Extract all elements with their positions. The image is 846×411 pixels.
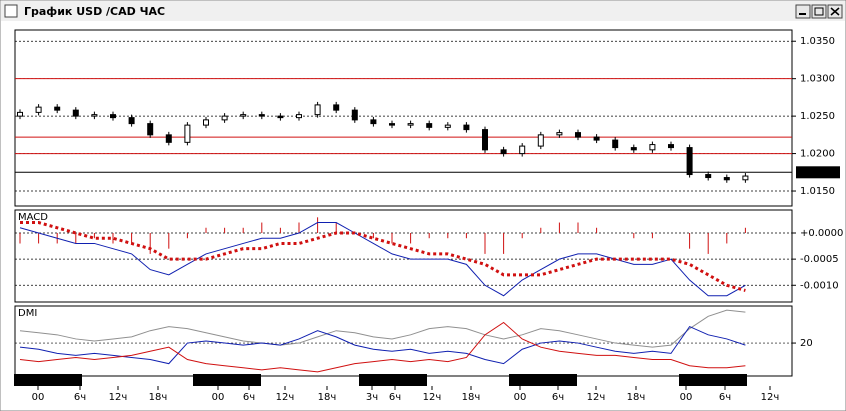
y-tick-label: 1.0200 bbox=[800, 149, 835, 160]
hour-label: 12ч bbox=[109, 392, 128, 403]
hour-label: 3ч bbox=[366, 392, 378, 403]
title-bar bbox=[1, 1, 845, 21]
price-panel bbox=[14, 29, 793, 207]
date-label: 25.3.2013 bbox=[368, 375, 419, 386]
candle bbox=[537, 134, 544, 147]
candle bbox=[184, 124, 191, 143]
series-line bbox=[19, 321, 746, 373]
candle bbox=[333, 104, 340, 111]
candle bbox=[742, 175, 749, 181]
candle bbox=[500, 149, 507, 155]
maximize-icon bbox=[814, 7, 824, 16]
date-box bbox=[679, 374, 747, 386]
y-tick-label: 20 bbox=[800, 338, 813, 349]
candle bbox=[203, 119, 209, 126]
app-icon bbox=[4, 4, 18, 18]
y-tick-label: 1.0350 bbox=[800, 36, 835, 47]
candle bbox=[593, 136, 600, 141]
candle bbox=[314, 104, 321, 116]
y-tick-label: -0.0005 bbox=[800, 254, 839, 265]
series-line bbox=[19, 222, 746, 297]
minimize-button[interactable] bbox=[795, 4, 811, 19]
y-tick-label: 1.0150 bbox=[800, 186, 835, 197]
candle bbox=[147, 123, 154, 136]
candle bbox=[686, 147, 693, 176]
candle bbox=[91, 114, 98, 117]
candle bbox=[277, 115, 284, 119]
last-price-label: 1.0175 bbox=[799, 167, 834, 178]
candle bbox=[556, 132, 563, 136]
maximize-button[interactable] bbox=[811, 4, 827, 19]
candle bbox=[463, 124, 470, 131]
y-tick-label: -0.0010 bbox=[800, 280, 839, 291]
date-box bbox=[193, 374, 261, 386]
date-label: 22.3.2013 bbox=[202, 375, 253, 386]
date-label: 27.3.2013 bbox=[688, 375, 739, 386]
candle bbox=[110, 114, 116, 119]
panel-title: MACD bbox=[18, 212, 48, 223]
hour-label: 6ч bbox=[552, 392, 564, 403]
hour-label: 6ч bbox=[719, 392, 731, 403]
candle bbox=[17, 111, 23, 117]
date-box bbox=[509, 374, 577, 386]
hour-label: 12ч bbox=[423, 392, 442, 403]
y-tick-label: +0.0000 bbox=[800, 228, 843, 239]
panel-title: DMI bbox=[18, 308, 37, 319]
candle bbox=[389, 123, 395, 126]
candle bbox=[426, 123, 433, 128]
candle bbox=[705, 174, 712, 179]
hour-label: 12ч bbox=[276, 392, 295, 403]
candle bbox=[668, 144, 674, 149]
candle bbox=[296, 114, 302, 119]
close-icon bbox=[830, 7, 840, 16]
hour-label: 6ч bbox=[74, 392, 86, 403]
candle bbox=[575, 132, 581, 138]
candle bbox=[444, 124, 451, 128]
hour-label: 00 bbox=[680, 392, 693, 403]
hour-label: 12ч bbox=[587, 392, 606, 403]
candle bbox=[370, 119, 377, 125]
candle bbox=[649, 144, 656, 151]
hour-label: 18ч bbox=[318, 392, 337, 403]
candle bbox=[165, 134, 172, 143]
window-title: График USD /CAD ЧАС bbox=[24, 5, 165, 18]
hour-label: 18ч bbox=[462, 392, 481, 403]
hour-label: 12ч bbox=[761, 392, 780, 403]
candle bbox=[258, 114, 265, 117]
hour-label: 00 bbox=[514, 392, 527, 403]
candle bbox=[351, 109, 358, 121]
window-buttons[interactable] bbox=[795, 4, 843, 19]
hour-label: 00 bbox=[212, 392, 225, 403]
candle bbox=[240, 114, 247, 117]
candle bbox=[482, 129, 488, 151]
candle bbox=[128, 117, 135, 125]
series-line bbox=[20, 221, 746, 292]
candle bbox=[519, 145, 526, 155]
date-label: 26.3.2013 bbox=[518, 375, 569, 386]
hour-label: 00 bbox=[32, 392, 45, 403]
candle bbox=[612, 139, 619, 149]
date-label: 21.3.2013 bbox=[23, 375, 74, 386]
candle bbox=[723, 177, 730, 181]
date-box bbox=[359, 374, 427, 386]
candle bbox=[630, 147, 637, 151]
hour-label: 18ч bbox=[149, 392, 168, 403]
candle bbox=[221, 115, 228, 121]
macd-panel bbox=[14, 209, 793, 303]
candle bbox=[72, 109, 79, 117]
last-price-box bbox=[796, 166, 840, 179]
candle bbox=[35, 106, 42, 113]
candle bbox=[407, 123, 414, 126]
series-line bbox=[19, 309, 746, 348]
hour-label: 18ч bbox=[627, 392, 646, 403]
candle bbox=[54, 106, 61, 111]
y-tick-label: 1.0250 bbox=[800, 111, 835, 122]
hour-label: 6ч bbox=[389, 392, 401, 403]
y-tick-label: 1.0300 bbox=[800, 74, 835, 85]
series-line bbox=[19, 325, 746, 365]
date-box bbox=[14, 374, 82, 386]
hour-label: 6ч bbox=[243, 392, 255, 403]
